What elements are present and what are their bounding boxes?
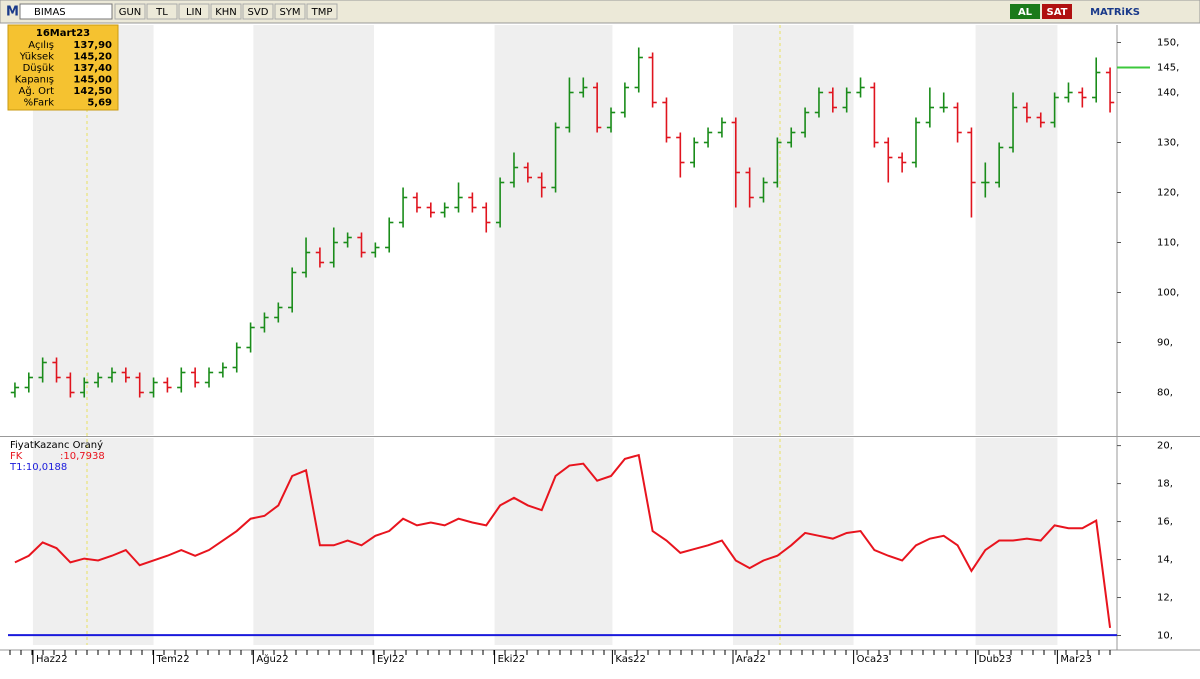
toolbar-button-label: SYM bbox=[279, 7, 300, 18]
y-tick-label: 90, bbox=[1157, 338, 1173, 349]
y-tick-label: 130, bbox=[1157, 138, 1179, 149]
toolbar-button-label: GUN bbox=[119, 7, 142, 18]
month-band bbox=[494, 438, 613, 645]
y-tick-label: 80, bbox=[1157, 388, 1173, 399]
toolbar-button-label: TMP bbox=[311, 7, 333, 18]
info-label: %Fark bbox=[24, 98, 55, 109]
month-band bbox=[32, 438, 154, 645]
toolbar-button[interactable] bbox=[242, 3, 274, 20]
y-tick-label: 16, bbox=[1157, 517, 1173, 528]
y-tick-label: 18, bbox=[1157, 479, 1173, 490]
legend-value: :10,7938 bbox=[60, 451, 105, 462]
symbol-box[interactable] bbox=[19, 3, 113, 20]
info-label: Düşük bbox=[23, 63, 55, 74]
month-band bbox=[975, 25, 1058, 435]
info-title: 16Mart23 bbox=[36, 28, 90, 39]
y-tick-label: 140, bbox=[1157, 88, 1179, 99]
info-value: 145,20 bbox=[73, 52, 112, 63]
x-tick-label: Haz22 bbox=[36, 654, 68, 665]
x-tick-label: Kas22 bbox=[615, 654, 645, 665]
toolbar-buttons: GUN TL LIN KHN SVD SYM TMP bbox=[114, 3, 338, 20]
toolbar-button[interactable] bbox=[178, 3, 210, 20]
buy: AL bbox=[1018, 7, 1033, 18]
y-tick-label: 10, bbox=[1157, 631, 1173, 642]
toolbar-button-label: TL bbox=[155, 7, 168, 18]
month-band bbox=[733, 25, 854, 435]
plot: 150, 140, 130, 120, 110, 100, 90, 80, 20, 18, 16, 1… bbox=[0, 25, 1200, 665]
y-tick-label: 100, bbox=[1157, 288, 1179, 299]
x-tick-label: Ara22 bbox=[736, 654, 766, 665]
x-tick-label: Ağu22 bbox=[256, 653, 288, 665]
toolbar-button[interactable] bbox=[306, 3, 338, 20]
toolbar-button-label: KHN bbox=[215, 7, 237, 18]
y-tick-label: 12, bbox=[1157, 593, 1173, 604]
toolbar-button-label: LIN bbox=[186, 7, 202, 18]
x-tick-label: Eyl22 bbox=[377, 654, 405, 665]
y-tick-label: 110, bbox=[1157, 238, 1179, 249]
toolbar-button-label: SVD bbox=[248, 7, 269, 18]
sell-button[interactable] bbox=[1042, 4, 1072, 19]
month-band bbox=[975, 438, 1058, 645]
sell: SAT bbox=[1047, 7, 1068, 18]
x-tick-label: Oca23 bbox=[857, 654, 889, 665]
brand: MATRiKS bbox=[1090, 7, 1140, 18]
t1-label: T1:10,0188 bbox=[9, 462, 67, 473]
indicator-title: FiyatKazanc Oraný bbox=[10, 439, 103, 451]
toolbar-button[interactable] bbox=[274, 3, 306, 20]
info-label: Ağ. Ort bbox=[19, 85, 55, 97]
info-label: Kapanış bbox=[15, 75, 54, 86]
y-tick-label: 120, bbox=[1157, 188, 1179, 199]
month-band bbox=[733, 438, 854, 645]
info-value: 142,50 bbox=[73, 86, 112, 97]
info-value: 145,00 bbox=[73, 75, 112, 86]
last-price-label: 145, bbox=[1157, 63, 1179, 74]
logo: M bbox=[6, 5, 19, 20]
info-label: Yüksek bbox=[19, 52, 54, 63]
info-bg bbox=[7, 24, 119, 111]
fk-line bbox=[14, 453, 1112, 629]
x-tick-label: Eki22 bbox=[498, 654, 526, 665]
panels bbox=[32, 25, 1058, 645]
month-band bbox=[494, 25, 613, 435]
x-tick-label: Mar23 bbox=[1060, 654, 1092, 665]
y-tick-label: 150, bbox=[1157, 38, 1179, 49]
month-band bbox=[253, 25, 374, 435]
info-label: Açılış bbox=[28, 40, 54, 51]
legend-name: FK bbox=[10, 451, 23, 462]
toolbar-button[interactable] bbox=[210, 3, 242, 20]
symbol: BIMAS bbox=[34, 7, 66, 18]
info-value: 137,40 bbox=[73, 63, 112, 74]
toolbar-button[interactable] bbox=[114, 3, 146, 20]
y-tick-label: 20, bbox=[1157, 441, 1173, 452]
x-tick-label: Dub23 bbox=[979, 654, 1012, 665]
info-value: 5,69 bbox=[87, 98, 112, 109]
buy-button[interactable] bbox=[1010, 4, 1040, 19]
y-tick-label: 14, bbox=[1157, 555, 1173, 566]
x-tick-label: Tem22 bbox=[156, 654, 190, 665]
toolbar-button[interactable] bbox=[146, 3, 178, 20]
info-value: 137,90 bbox=[73, 40, 112, 51]
month-band bbox=[253, 438, 374, 645]
